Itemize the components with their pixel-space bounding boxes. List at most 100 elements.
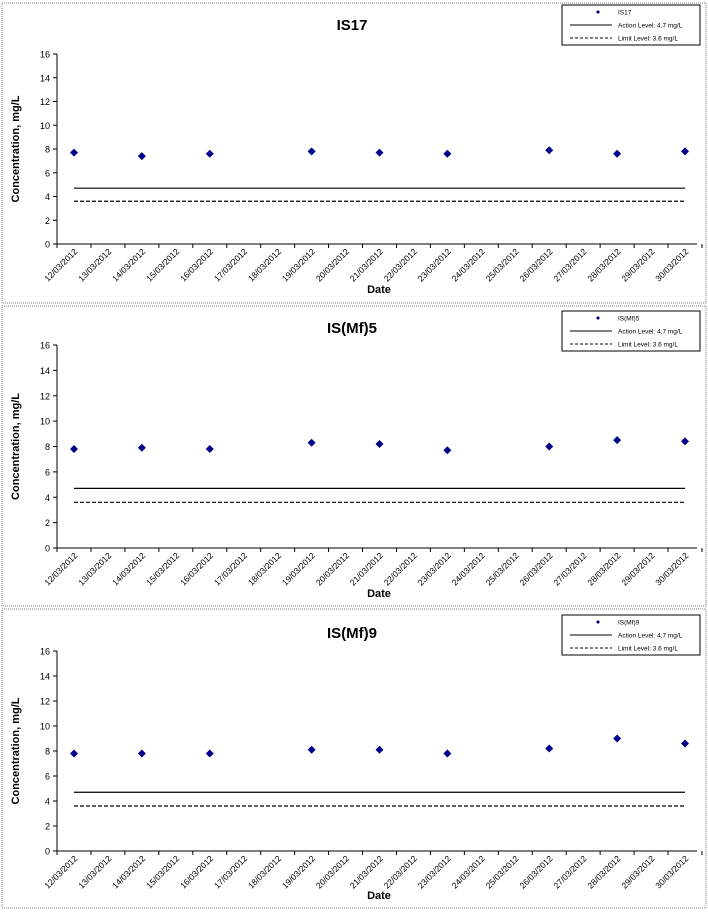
data-point	[613, 734, 622, 743]
x-tick-label: 24/03/2012	[450, 550, 487, 587]
x-tick-label: 16/03/2012	[178, 246, 215, 283]
x-tick-label: 17/03/2012	[212, 853, 249, 890]
data-point	[137, 443, 146, 452]
x-tick-label: 28/03/2012	[585, 550, 622, 587]
y-tick-label: 8	[45, 145, 50, 155]
y-tick-label: 0	[45, 847, 50, 857]
x-tick-label: 13/03/2012	[76, 853, 113, 890]
x-tick-label: 18/03/2012	[246, 853, 283, 890]
x-tick-label: 16/03/2012	[178, 853, 215, 890]
y-axis-label: Concentration, mg/L	[10, 697, 22, 804]
panel-frame	[1, 608, 707, 909]
y-tick-label: 8	[45, 747, 50, 757]
data-point	[443, 149, 452, 158]
data-point	[681, 739, 689, 748]
y-tick-label: 12	[40, 97, 50, 107]
chart-panel-1: IS17 0 2 4 6 8 10 12 14 16 12/03/201213/03/201214/…	[1, 2, 707, 304]
x-tick-label: 25/03/2012	[484, 246, 521, 283]
x-tick-label: 14/03/2012	[110, 246, 147, 283]
data-point	[307, 147, 316, 156]
panel-frame	[1, 2, 707, 304]
y-tick-label: 4	[45, 493, 50, 503]
y-tick-label: 2	[45, 518, 50, 528]
y-tick-label: 12	[40, 697, 50, 707]
x-tick-label: 30/03/2012	[653, 853, 690, 890]
x-tick-label: 21/03/2012	[348, 853, 385, 890]
y-tick-label: 16	[40, 341, 50, 351]
x-tick-label: 29/03/2012	[619, 246, 656, 283]
legend-label: Action Level: 4.7 mg/L	[618, 23, 683, 30]
panel-frame	[1, 305, 707, 607]
x-tick-label: 26/03/2012	[517, 550, 554, 587]
chart-title: IS17	[337, 17, 368, 34]
legend: IS(Mf)5 Action Level: 4.7 mg/L Limit Level…	[561, 310, 701, 352]
x-tick-label: 14/03/2012	[110, 550, 147, 587]
y-axis-label: Concentration, mg/L	[10, 95, 22, 202]
data-point	[681, 147, 689, 156]
y-tick-label: 16	[40, 50, 50, 60]
legend-marker-icon	[596, 10, 600, 14]
chart-title: IS(Mf)5	[327, 320, 377, 337]
data-point	[375, 745, 384, 754]
x-tick-label: 25/03/2012	[484, 853, 521, 890]
data-point	[443, 446, 452, 455]
x-tick-label: 24/03/2012	[450, 246, 487, 283]
data-point	[613, 149, 622, 158]
legend-label: Limit Level: 3.6 mg/L	[618, 646, 678, 653]
x-tick-label: 23/03/2012	[416, 853, 453, 890]
y-tick-label: 6	[45, 772, 50, 782]
x-axis-label: Date	[367, 588, 391, 600]
legend: IS17 Action Level: 4.7 mg/L Limit Level: 3…	[561, 4, 701, 46]
y-tick-label: 6	[45, 168, 50, 178]
data-point	[205, 445, 214, 454]
x-tick-label: 25/03/2012	[484, 550, 521, 587]
legend-label: Limit Level: 3.6 mg/L	[618, 342, 678, 349]
x-tick-label: 15/03/2012	[144, 853, 181, 890]
chart-title: IS(Mf)9	[327, 625, 377, 642]
x-tick-label: 17/03/2012	[212, 550, 249, 587]
x-tick-label: 23/03/2012	[416, 246, 453, 283]
data-point	[70, 445, 78, 454]
x-tick-label: 28/03/2012	[585, 853, 622, 890]
x-tick-label: 22/03/2012	[382, 550, 419, 587]
data-point	[613, 436, 622, 445]
data-point	[137, 749, 146, 758]
x-tick-label: 20/03/2012	[314, 853, 351, 890]
data-point	[375, 148, 384, 157]
x-tick-label: 20/03/2012	[314, 246, 351, 283]
x-tick-label: 29/03/2012	[619, 853, 656, 890]
x-tick-label: 19/03/2012	[280, 550, 317, 587]
legend-marker-icon	[596, 620, 600, 624]
y-tick-label: 6	[45, 467, 50, 477]
x-tick-label: 21/03/2012	[348, 246, 385, 283]
y-tick-label: 14	[40, 366, 50, 376]
y-tick-label: 2	[45, 822, 50, 832]
x-tick-label: 21/03/2012	[348, 550, 385, 587]
y-tick-label: 4	[45, 192, 50, 202]
x-tick-label: 15/03/2012	[144, 246, 181, 283]
chart-panel-2: IS(Mf)5 0 2 4 6 8 10 12 14 16 12/03/201213/03/2012…	[1, 305, 707, 607]
legend-label: IS(Mf)5	[618, 316, 640, 323]
y-tick-label: 0	[45, 544, 50, 554]
y-tick-label: 8	[45, 442, 50, 452]
data-point	[443, 749, 452, 758]
y-tick-label: 16	[40, 647, 50, 657]
x-tick-label: 15/03/2012	[144, 550, 181, 587]
x-tick-label: 16/03/2012	[178, 550, 215, 587]
x-tick-label: 24/03/2012	[450, 853, 487, 890]
x-axis-label: Date	[367, 890, 391, 902]
y-tick-label: 14	[40, 672, 50, 682]
data-point	[681, 437, 689, 446]
x-tick-label: 14/03/2012	[110, 853, 147, 890]
x-tick-label: 26/03/2012	[517, 853, 554, 890]
chart-panel-3: IS(Mf)9 0 2 4 6 8 10 12 14 16 12/03/201213/03/2012…	[1, 608, 707, 909]
legend: IS(Mf)9 Action Level: 4.7 mg/L Limit Level…	[561, 614, 701, 656]
data-point	[307, 438, 316, 447]
data-point	[137, 152, 146, 161]
x-tick-label: 28/03/2012	[585, 246, 622, 283]
y-tick-label: 4	[45, 797, 50, 807]
legend-label: Action Level: 4.7 mg/L	[618, 633, 683, 640]
x-tick-label: 22/03/2012	[382, 853, 419, 890]
legend-label: IS17	[618, 10, 632, 17]
